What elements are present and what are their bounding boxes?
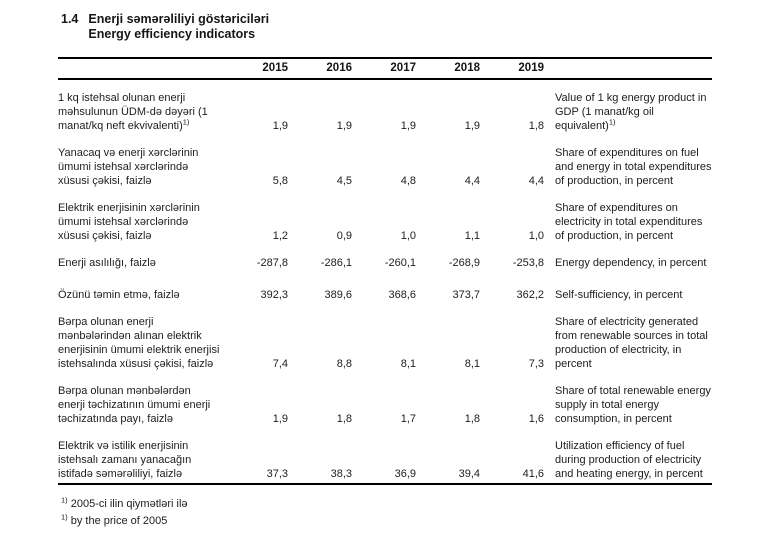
value-cell: 1,8 xyxy=(336,413,352,425)
year-header-2017: 2017 xyxy=(354,58,418,80)
value-cell: 1,1 xyxy=(464,230,480,242)
footnote-az: 1) 2005-ci ilin qiymətləri ilə xyxy=(61,495,188,510)
value-cell: 4,4 xyxy=(464,175,480,187)
table-row: Elektrik və istilik enerjisinin istehsal… xyxy=(58,428,712,484)
section-title: 1.4 Enerji səmərəliliyi göstəriciləri En… xyxy=(61,12,769,42)
table-row: Bərpa olunan mənbələrdən enerji təchizat… xyxy=(58,373,712,428)
indicator-label-en: Share of expenditures on fuel and energy… xyxy=(555,147,712,187)
value-cell: 1,0 xyxy=(528,230,544,242)
year-header-2018: 2018 xyxy=(418,58,482,80)
value-cell: 7,3 xyxy=(528,358,544,370)
indicator-label-en: Share of electricity generated from rene… xyxy=(555,316,708,370)
indicator-label-az: Elektrik və istilik enerjisinin istehsal… xyxy=(58,440,192,480)
value-cell: 0,9 xyxy=(336,230,352,242)
footnote-en: 1) by the price of 2005 xyxy=(61,512,168,527)
year-header-2015: 2015 xyxy=(226,58,290,80)
value-cell: 41,6 xyxy=(522,468,544,480)
header-empty-az xyxy=(58,58,226,80)
indicator-label-az: Bərpa olunan mənbələrdən enerji təchizat… xyxy=(58,385,211,425)
table-row: Özünü təmin etmə, faizlə 392,3 389,6 368… xyxy=(58,272,712,304)
indicator-label-az: Enerji asılılığı, faizlə xyxy=(58,257,156,269)
value-cell: 1,2 xyxy=(272,230,288,242)
value-cell: 5,8 xyxy=(272,175,288,187)
value-cell: -287,8 xyxy=(256,257,288,269)
indicator-label-az: Bərpa olunan enerji mənbələrindən alınan… xyxy=(58,316,220,370)
value-cell: -268,9 xyxy=(448,257,480,269)
value-cell: 39,4 xyxy=(458,468,480,480)
value-cell: 1,9 xyxy=(272,120,288,132)
value-cell: 1,7 xyxy=(400,413,416,425)
indicator-label-en: Value of 1 kg energy product in GDP (1 m… xyxy=(555,92,707,132)
footnote-ref: 1) xyxy=(182,117,190,127)
indicator-label-az: Yanacaq və enerji xərclərinin ümumi iste… xyxy=(58,147,199,187)
value-cell: 392,3 xyxy=(260,289,288,301)
section-number: 1.4 xyxy=(61,12,79,26)
value-cell: 1,9 xyxy=(400,120,416,132)
header-empty-en xyxy=(546,58,712,80)
indicators-table: 2015 2016 2017 2018 2019 1 kq istehsal o… xyxy=(58,57,712,485)
value-cell: 362,2 xyxy=(516,289,544,301)
table-row: Elektrik enerjisinin xərclərinin ümumi i… xyxy=(58,190,712,245)
table-row: Enerji asılılığı, faizlə -287,8 -286,1 -… xyxy=(58,245,712,272)
indicator-label-az: Elektrik enerjisinin xərclərinin ümumi i… xyxy=(58,202,200,242)
year-header-row: 2015 2016 2017 2018 2019 xyxy=(58,58,712,80)
value-cell: 1,9 xyxy=(272,413,288,425)
value-cell: 373,7 xyxy=(452,289,480,301)
value-cell: 1,6 xyxy=(528,413,544,425)
indicator-label-en: Energy dependency, in percent xyxy=(555,257,707,269)
title-en: Energy efficiency indicators xyxy=(88,27,256,41)
year-header-2019: 2019 xyxy=(482,58,546,80)
value-cell: 1,9 xyxy=(464,120,480,132)
value-cell: 4,8 xyxy=(400,175,416,187)
value-cell: 36,9 xyxy=(394,468,416,480)
indicator-label-az: Özünü təmin etmə, faizlə xyxy=(58,289,180,301)
footnote-marker: 1) xyxy=(61,495,68,505)
value-cell: 8,1 xyxy=(400,358,416,370)
indicator-label-en: Self-sufficiency, in percent xyxy=(555,289,683,301)
section-title-lines: Enerji səmərəliliyi göstəriciləri Energy… xyxy=(88,12,269,42)
table-row: 1 kq istehsal olunan enerji məhsulunun Ü… xyxy=(58,79,712,135)
value-cell: -260,1 xyxy=(384,257,416,269)
value-cell: 38,3 xyxy=(330,468,352,480)
value-cell: 1,8 xyxy=(464,413,480,425)
value-cell: -253,8 xyxy=(512,257,544,269)
value-cell: 389,6 xyxy=(324,289,352,301)
value-cell: 1,8 xyxy=(528,120,544,132)
footnote-marker: 1) xyxy=(61,512,68,522)
indicator-label-az: 1 kq istehsal olunan enerji məhsulunun Ü… xyxy=(58,92,208,132)
value-cell: 37,3 xyxy=(266,468,288,480)
indicator-label-en: Utilization efficiency of fuel during pr… xyxy=(555,440,703,480)
footnote-ref: 1) xyxy=(608,117,616,127)
value-cell: 368,6 xyxy=(388,289,416,301)
indicator-label-en: Share of total renewable energy supply i… xyxy=(555,385,711,425)
value-cell: 1,9 xyxy=(336,120,352,132)
footnotes: 1) 2005-ci ilin qiymətləri ilə 1) by the… xyxy=(61,496,769,530)
value-cell: 4,4 xyxy=(528,175,544,187)
table-row: Yanacaq və enerji xərclərinin ümumi iste… xyxy=(58,135,712,190)
value-cell: -286,1 xyxy=(320,257,352,269)
indicator-label-en: Share of expenditures on electricity in … xyxy=(555,202,703,242)
value-cell: 1,0 xyxy=(400,230,416,242)
value-cell: 4,5 xyxy=(336,175,352,187)
table-row: Bərpa olunan enerji mənbələrindən alınan… xyxy=(58,304,712,373)
value-cell: 8,8 xyxy=(336,358,352,370)
value-cell: 7,4 xyxy=(272,358,288,370)
year-header-2016: 2016 xyxy=(290,58,354,80)
title-az: Enerji səmərəliliyi göstəriciləri xyxy=(88,12,270,26)
value-cell: 8,1 xyxy=(464,358,480,370)
